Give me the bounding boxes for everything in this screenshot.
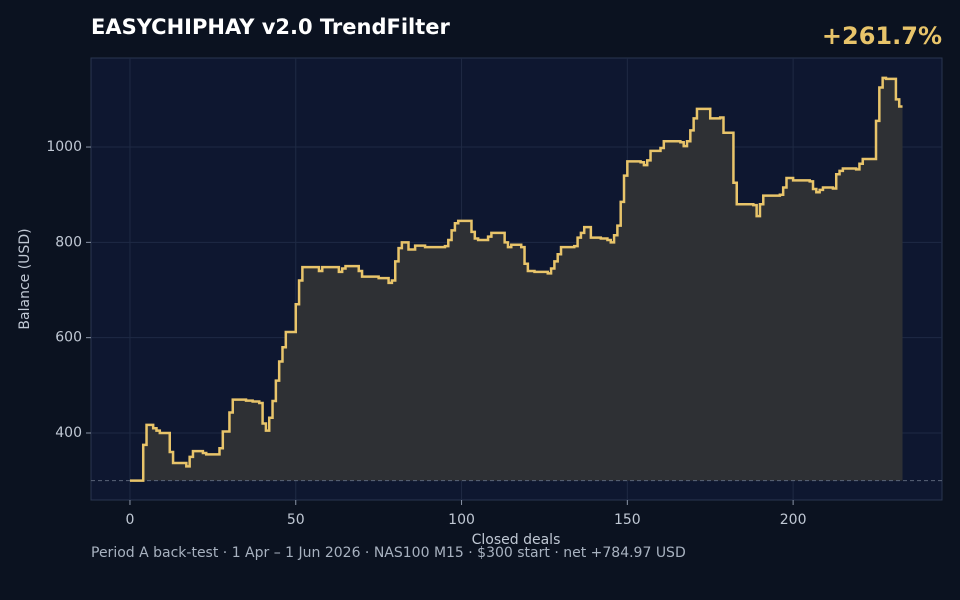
x-tick-label: 0 (125, 512, 134, 528)
balance-line (129, 76, 903, 482)
x-axis-label: Closed deals (472, 532, 561, 548)
y-tick-label: 400 (55, 425, 82, 441)
return-annotation: +261.7% (822, 22, 942, 50)
balance-area (129, 77, 903, 481)
x-tick-label: 200 (780, 512, 807, 528)
chart-title: EASYCHIPHAY v2.0 TrendFilter (91, 15, 451, 39)
x-tick-label: 150 (614, 512, 641, 528)
x-tick-label: 50 (287, 512, 305, 528)
y-tick-label: 600 (55, 330, 82, 346)
y-axis-label: Balance (USD) (17, 228, 33, 329)
y-tick-label: 800 (55, 234, 82, 250)
footer: Period A back-test · 1 Apr – 1 Jun 2026 … (91, 545, 686, 561)
y-tick-label: 1000 (46, 139, 82, 155)
x-tick-label: 100 (448, 512, 475, 528)
